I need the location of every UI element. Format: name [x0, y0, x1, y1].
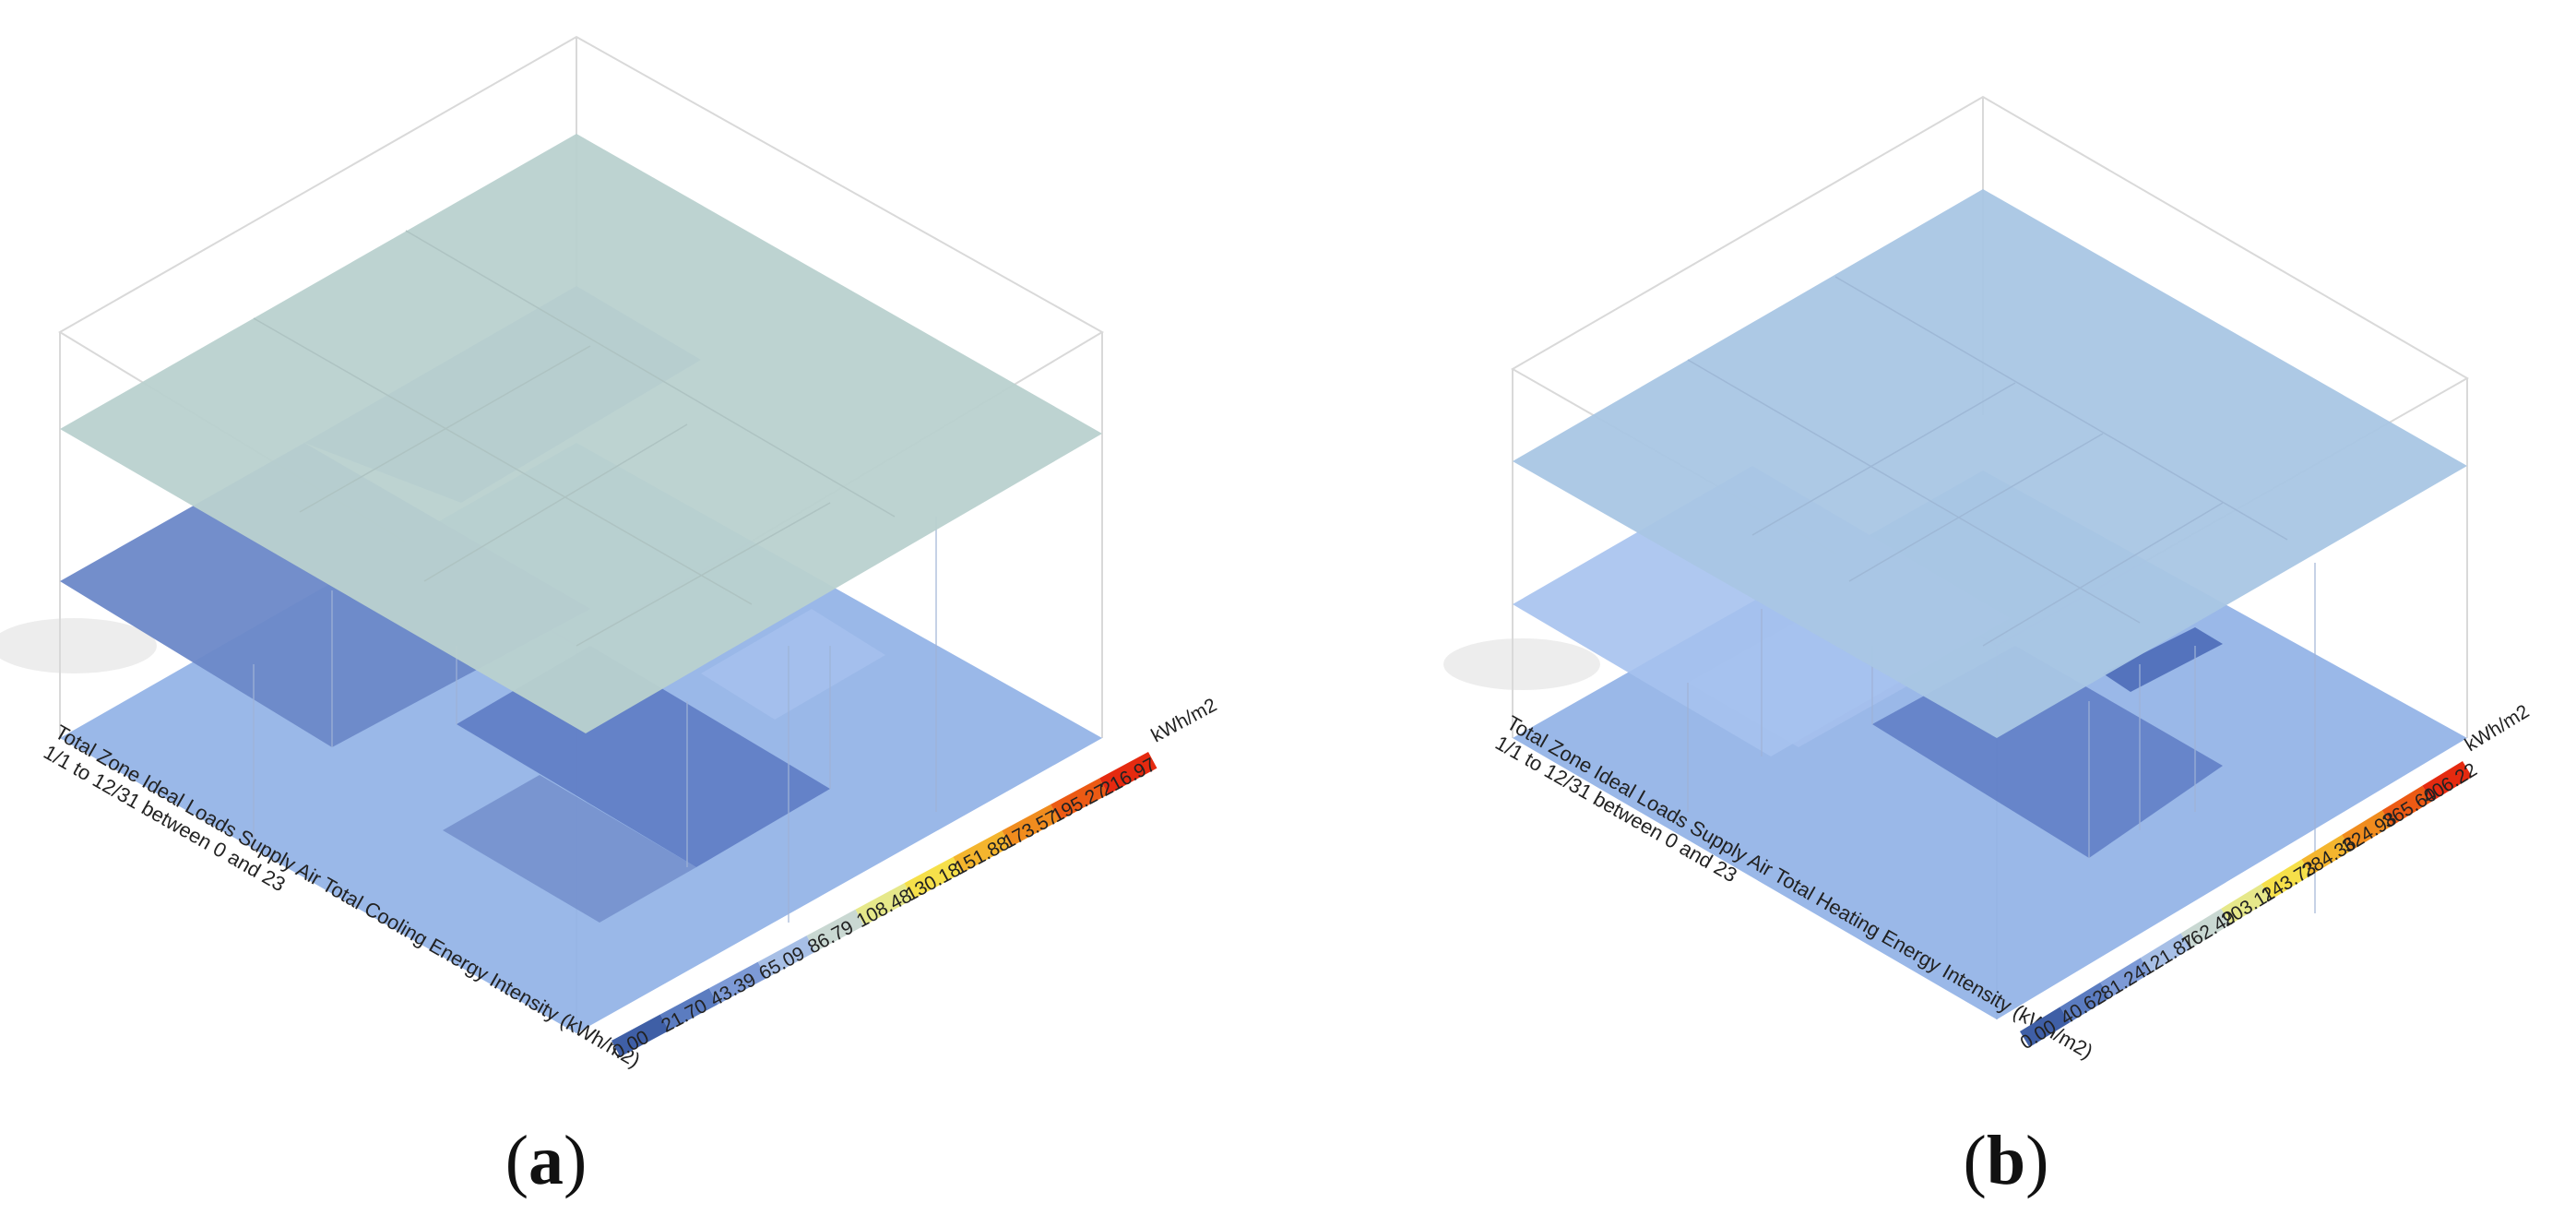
legend-swatch-10 — [2422, 761, 2473, 802]
legend-unit: kWh/m2 — [1147, 695, 1220, 747]
panel-b-zone-dark-2 — [2103, 627, 2223, 692]
legend-swatch-8 — [1002, 804, 1060, 847]
panel-a-middle-floor — [60, 443, 590, 747]
legend-swatch-2 — [708, 961, 767, 1005]
panel-b-caption: (b) — [1914, 1121, 2098, 1201]
panel-b-caption-close: ) — [2025, 1122, 2049, 1199]
panel-a-caption-close: ) — [564, 1122, 588, 1199]
legend-swatch-6 — [2261, 859, 2311, 900]
panel-b-caption-letter: b — [1986, 1122, 2026, 1199]
panel-b-shadow — [1443, 638, 1600, 690]
panel-a-caption-open: ( — [505, 1122, 528, 1199]
legend-swatch-0 — [2020, 1007, 2071, 1048]
legend-swatch-1 — [659, 988, 718, 1031]
legend-swatch-7 — [2301, 834, 2352, 876]
legend-swatch-9 — [1051, 778, 1109, 821]
legend-label-10: 216.97 — [1098, 754, 1159, 801]
legend-swatch-5 — [2221, 884, 2272, 924]
legend-swatch-1 — [2060, 982, 2110, 1023]
panel-a-caption-letter: a — [528, 1122, 564, 1199]
legend-swatch-6 — [904, 856, 962, 899]
legend-swatch-2 — [2100, 958, 2151, 998]
legend-swatch-3 — [2140, 933, 2190, 974]
panel-a-shadow — [0, 618, 157, 673]
legend-swatch-3 — [757, 935, 816, 979]
legend-label-10: 406.22 — [2419, 759, 2481, 808]
legend-swatch-0 — [611, 1014, 670, 1057]
panel-a-zone-mid-1 — [443, 775, 696, 923]
panel-a-caption: (a) — [454, 1121, 638, 1201]
legend-swatch-10 — [1099, 752, 1157, 795]
legend-swatch-4 — [806, 909, 865, 952]
legend-swatch-7 — [953, 830, 1011, 874]
legend-swatch-4 — [2180, 908, 2231, 949]
legend-swatch-8 — [2342, 810, 2392, 851]
legend-swatch-9 — [2381, 785, 2432, 827]
legend-swatch-5 — [855, 883, 913, 926]
panel-b-top-floor-lines — [1687, 276, 2288, 647]
panel-b: Total Zone Ideal Loads Supply Air Total … — [1443, 95, 2534, 1064]
legend-unit: kWh/m2 — [2462, 701, 2534, 756]
panel-a-top-floor-lines — [253, 230, 896, 647]
panel-a-top-floor — [60, 134, 1102, 733]
panel-b-top-floor — [1513, 189, 2467, 738]
panel-b-caption-open: ( — [1963, 1122, 1987, 1199]
panel-b-zone-lines — [1687, 563, 2316, 913]
panel-a-zone-light-1 — [701, 609, 885, 720]
panel-a: Total Zone Ideal Loads Supply Air Total … — [0, 35, 1220, 1072]
panel-a-zone-lines — [253, 517, 937, 923]
